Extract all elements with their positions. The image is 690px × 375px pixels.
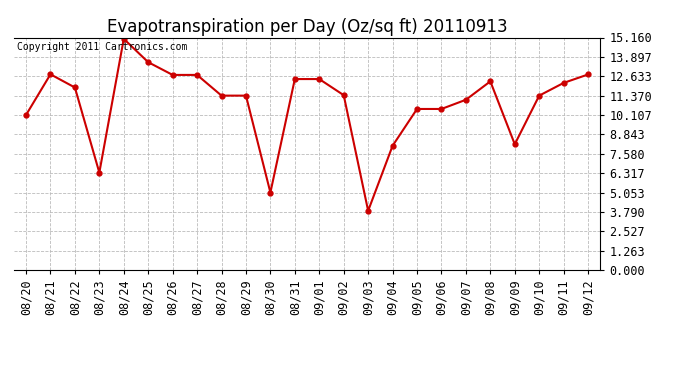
Title: Evapotranspiration per Day (Oz/sq ft) 20110913: Evapotranspiration per Day (Oz/sq ft) 20… [107, 18, 507, 36]
Text: Copyright 2011 Cartronics.com: Copyright 2011 Cartronics.com [17, 42, 187, 52]
